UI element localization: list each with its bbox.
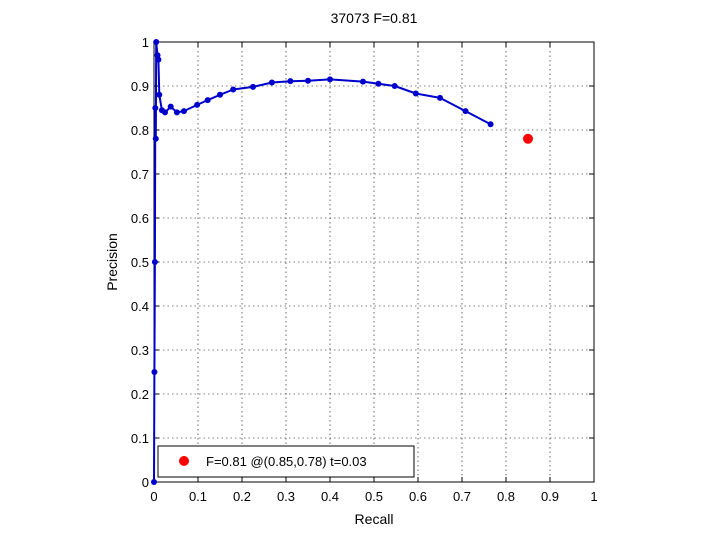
legend-marker [179,456,189,466]
x-tick-label: 0.4 [321,489,339,504]
x-tick-label: 0.8 [497,489,515,504]
series-point [412,90,419,97]
legend-box [157,445,415,478]
y-tick-label: 0.6 [131,211,149,226]
series-point [250,83,256,90]
x-tick-label: 1 [590,489,597,504]
best-f-point [523,133,533,144]
series-point [268,79,275,86]
x-tick-label: 0.9 [541,489,559,504]
y-tick-label: 0.5 [131,255,149,270]
y-axis-label: Precision [104,233,120,291]
series-point [173,109,180,116]
series-point [152,105,159,111]
series-point [156,91,163,98]
legend-label: F=0.81 @(0.85,0.78) t=0.03 [206,454,367,469]
series-point [152,135,159,142]
series-point [153,39,160,45]
y-tick-label: 0.8 [131,123,149,138]
series-point [375,80,382,87]
series-point [151,479,157,485]
x-tick-label: 0 [150,489,157,504]
series-point [437,94,443,101]
tick-layer: 0 0.1 0.2 0.3 0.4 0.5 0.6 0.7 0.8 0.9 1 0 0.1 0.2 0.3 0… [131,35,598,504]
chart-title: 37073 F=0.81 [331,10,418,26]
x-tick-label: 0.2 [233,489,251,504]
y-tick-label: 1 [142,35,149,50]
grid-layer [154,42,594,482]
x-tick-label: 0.3 [277,489,295,504]
x-axis-label: Recall [355,511,394,527]
x-tick-label: 0.7 [453,489,471,504]
x-tick-label: 0.6 [409,489,427,504]
y-tick-label: 0.1 [131,431,149,446]
series-point [230,86,237,93]
series-point [155,56,162,63]
legend: F=0.81 @(0.85,0.78) t=0.03 [157,445,415,478]
y-tick-label: 0.2 [131,387,149,402]
series-point [287,78,294,85]
series-point [151,369,158,375]
series-point [487,121,494,128]
x-tick-label: 0.1 [189,489,207,504]
series-point [180,108,187,115]
series-point [194,101,201,108]
series-point [462,108,469,115]
y-tick-label: 0.4 [131,299,149,314]
series-point [167,103,174,110]
series-point [204,97,211,104]
y-tick-label: 0.3 [131,343,149,358]
y-tick-label: 0.9 [131,79,149,94]
series-point [305,77,311,84]
series-point [360,78,366,85]
y-tick-label: 0 [142,475,149,490]
series-point [391,83,398,89]
series-layer [151,39,533,485]
series-point [151,259,158,265]
x-tick-label: 0.5 [365,489,383,504]
series-point [162,109,168,116]
series-point [327,76,333,83]
series-point [217,91,223,98]
y-tick-label: 0.7 [131,167,149,182]
